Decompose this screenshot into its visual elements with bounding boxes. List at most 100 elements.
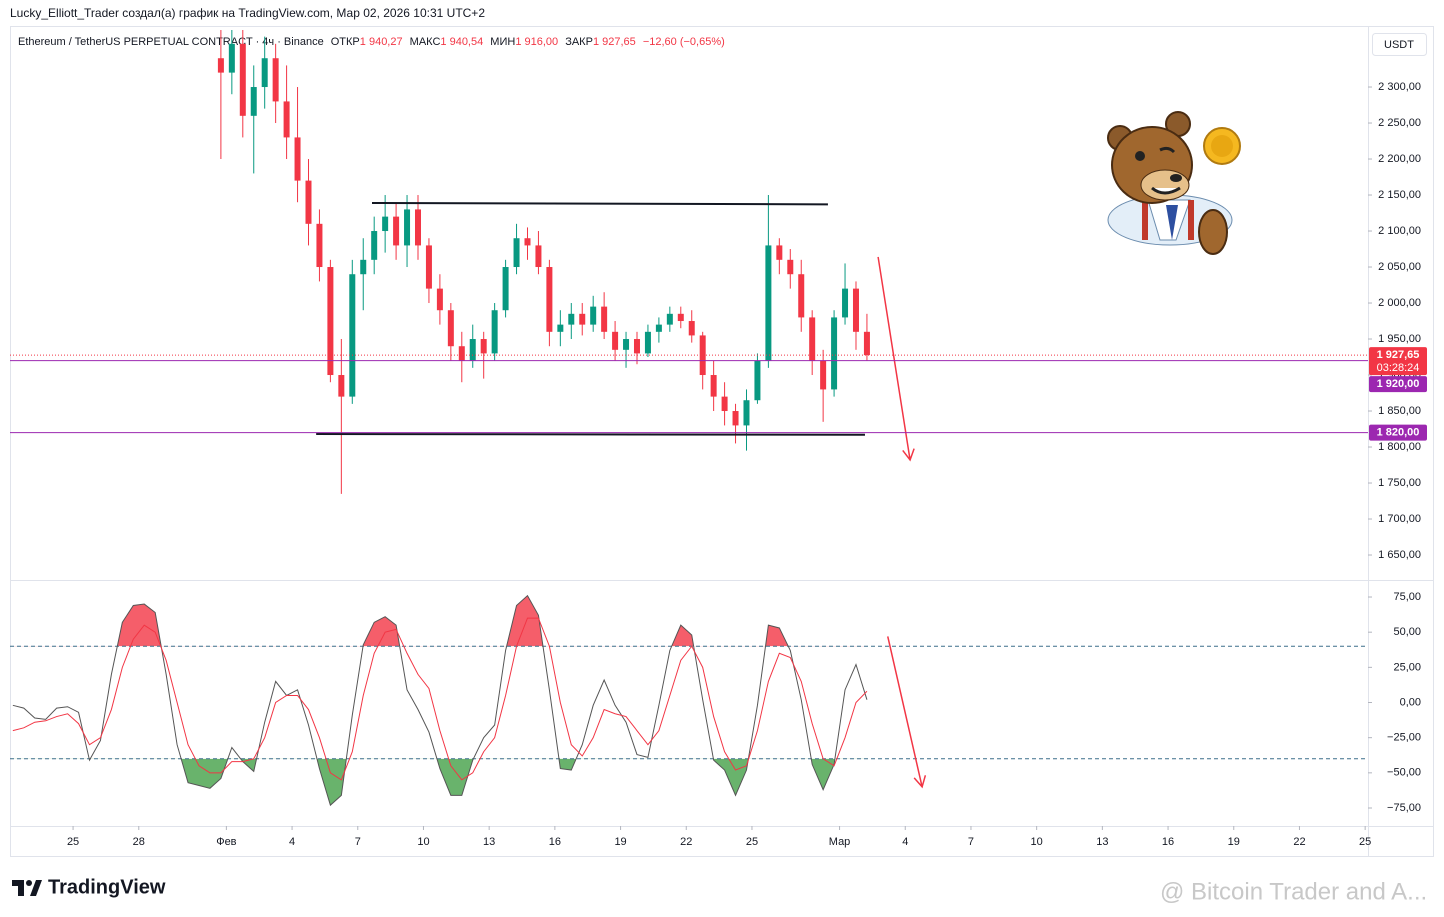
candle-body	[721, 396, 728, 412]
countdown-label: 03:28:24	[1377, 362, 1420, 374]
candle-body	[644, 331, 651, 354]
candle-body	[458, 346, 465, 361]
price-label-box	[1369, 347, 1427, 376]
price-label-box	[1369, 376, 1427, 393]
candle-body	[820, 360, 827, 390]
candle-body	[436, 288, 443, 311]
candle-body	[338, 375, 345, 397]
candle-body	[371, 231, 378, 260]
candle-body	[382, 216, 389, 232]
candle-body	[327, 267, 334, 376]
close-label: ЗАКР	[565, 36, 593, 48]
y-tick-label: 2 100,00	[1378, 225, 1421, 237]
oscillator-line	[12, 617, 868, 781]
change-value: −12,60 (−0,65%)	[643, 36, 725, 48]
y-tick-label: 1 650,00	[1378, 549, 1421, 561]
candle-body	[447, 310, 454, 347]
candle-body	[666, 313, 673, 325]
tradingview-logo	[12, 880, 42, 896]
y-tick-label: 2 250,00	[1378, 117, 1421, 129]
candle-body	[535, 245, 542, 268]
candle-body	[425, 245, 432, 289]
trendline	[371, 201, 828, 206]
price-pane	[217, 30, 915, 494]
low-value: 1 916,00	[515, 36, 558, 48]
candle-body	[480, 339, 487, 354]
candle-body	[612, 331, 619, 350]
candle-body	[754, 360, 761, 401]
close-value: 1 927,65	[593, 36, 636, 48]
candle-body	[765, 245, 772, 361]
x-tick-label: 13	[1096, 836, 1108, 848]
y-tick-label: −50,00	[1387, 767, 1421, 779]
y-tick-label: −75,00	[1387, 802, 1421, 814]
x-tick-label: 22	[680, 836, 692, 848]
x-tick-label: 25	[67, 836, 79, 848]
x-tick-label: Фев	[216, 836, 236, 848]
candle-body	[491, 310, 498, 354]
candle-body	[524, 238, 531, 246]
candle-body	[294, 137, 301, 181]
candle-body	[261, 58, 268, 88]
watermark: @ Bitcoin Trader and A...	[1160, 878, 1427, 905]
chart-frame	[10, 26, 1434, 857]
x-tick-label: 4	[289, 836, 295, 848]
price-label: 1 920,00	[1377, 378, 1420, 390]
candle-body	[250, 87, 257, 116]
x-tick-label: Мар	[829, 836, 851, 848]
arrow	[887, 636, 927, 789]
candle-body	[579, 313, 586, 325]
bear-sticker	[1107, 111, 1241, 255]
candle-body	[513, 238, 520, 268]
currency[interactable]: USDT	[1384, 39, 1414, 51]
x-tick-label: 19	[614, 836, 626, 848]
x-tick-label: 25	[1359, 836, 1371, 848]
trendline	[316, 433, 865, 436]
oscillator-pane	[10, 594, 1368, 807]
candle-body	[863, 331, 870, 356]
x-tick-label: 4	[902, 836, 908, 848]
candle-body	[710, 375, 717, 397]
y-tick-label: 1 850,00	[1378, 405, 1421, 417]
candle-body	[590, 306, 597, 325]
price-label: 1 820,00	[1377, 427, 1420, 439]
x-tick-label: 10	[417, 836, 429, 848]
y-tick-label: 50,00	[1393, 626, 1421, 638]
candle-body	[404, 209, 411, 246]
y-tick-label: 2 300,00	[1378, 81, 1421, 93]
candle-body	[393, 216, 400, 246]
candle-body	[557, 324, 564, 332]
candle-body	[502, 267, 509, 311]
symbol: Ethereum / TetherUS PERPETUAL CONTRACT ·…	[18, 36, 324, 48]
candle-body	[623, 339, 630, 350]
y-tick-label: −25,00	[1387, 732, 1421, 744]
currency-button[interactable]	[1372, 33, 1427, 56]
x-tick-label: 19	[1228, 836, 1240, 848]
candle-body	[546, 267, 553, 332]
candle-body	[688, 321, 695, 336]
candle-body	[809, 317, 816, 361]
candle-body	[568, 313, 575, 325]
candle-body	[316, 223, 323, 268]
x-tick-label: 7	[968, 836, 974, 848]
x-tick-label: 16	[1162, 836, 1174, 848]
x-tick-label: 10	[1031, 836, 1043, 848]
x-tick-label: 25	[746, 836, 758, 848]
candle-body	[732, 411, 739, 426]
candle-body	[842, 288, 849, 318]
candle-body	[349, 274, 356, 397]
candle-body	[699, 335, 706, 376]
author-line: Lucky_Elliott_Trader создал(а) график на…	[10, 6, 485, 20]
y-tick-label: 2 050,00	[1378, 261, 1421, 273]
open-value: 1 940,27	[360, 36, 403, 48]
y-tick-label: 1 700,00	[1378, 513, 1421, 525]
y-tick-label: 75,00	[1393, 591, 1421, 603]
x-tick-label: 7	[355, 836, 361, 848]
candle-body	[272, 58, 279, 102]
y-tick-label: 25,00	[1393, 661, 1421, 673]
candle-body	[217, 58, 224, 73]
candle-body	[677, 313, 684, 322]
open-label: ОТКР	[331, 36, 360, 48]
overbought-fill	[12, 595, 867, 647]
